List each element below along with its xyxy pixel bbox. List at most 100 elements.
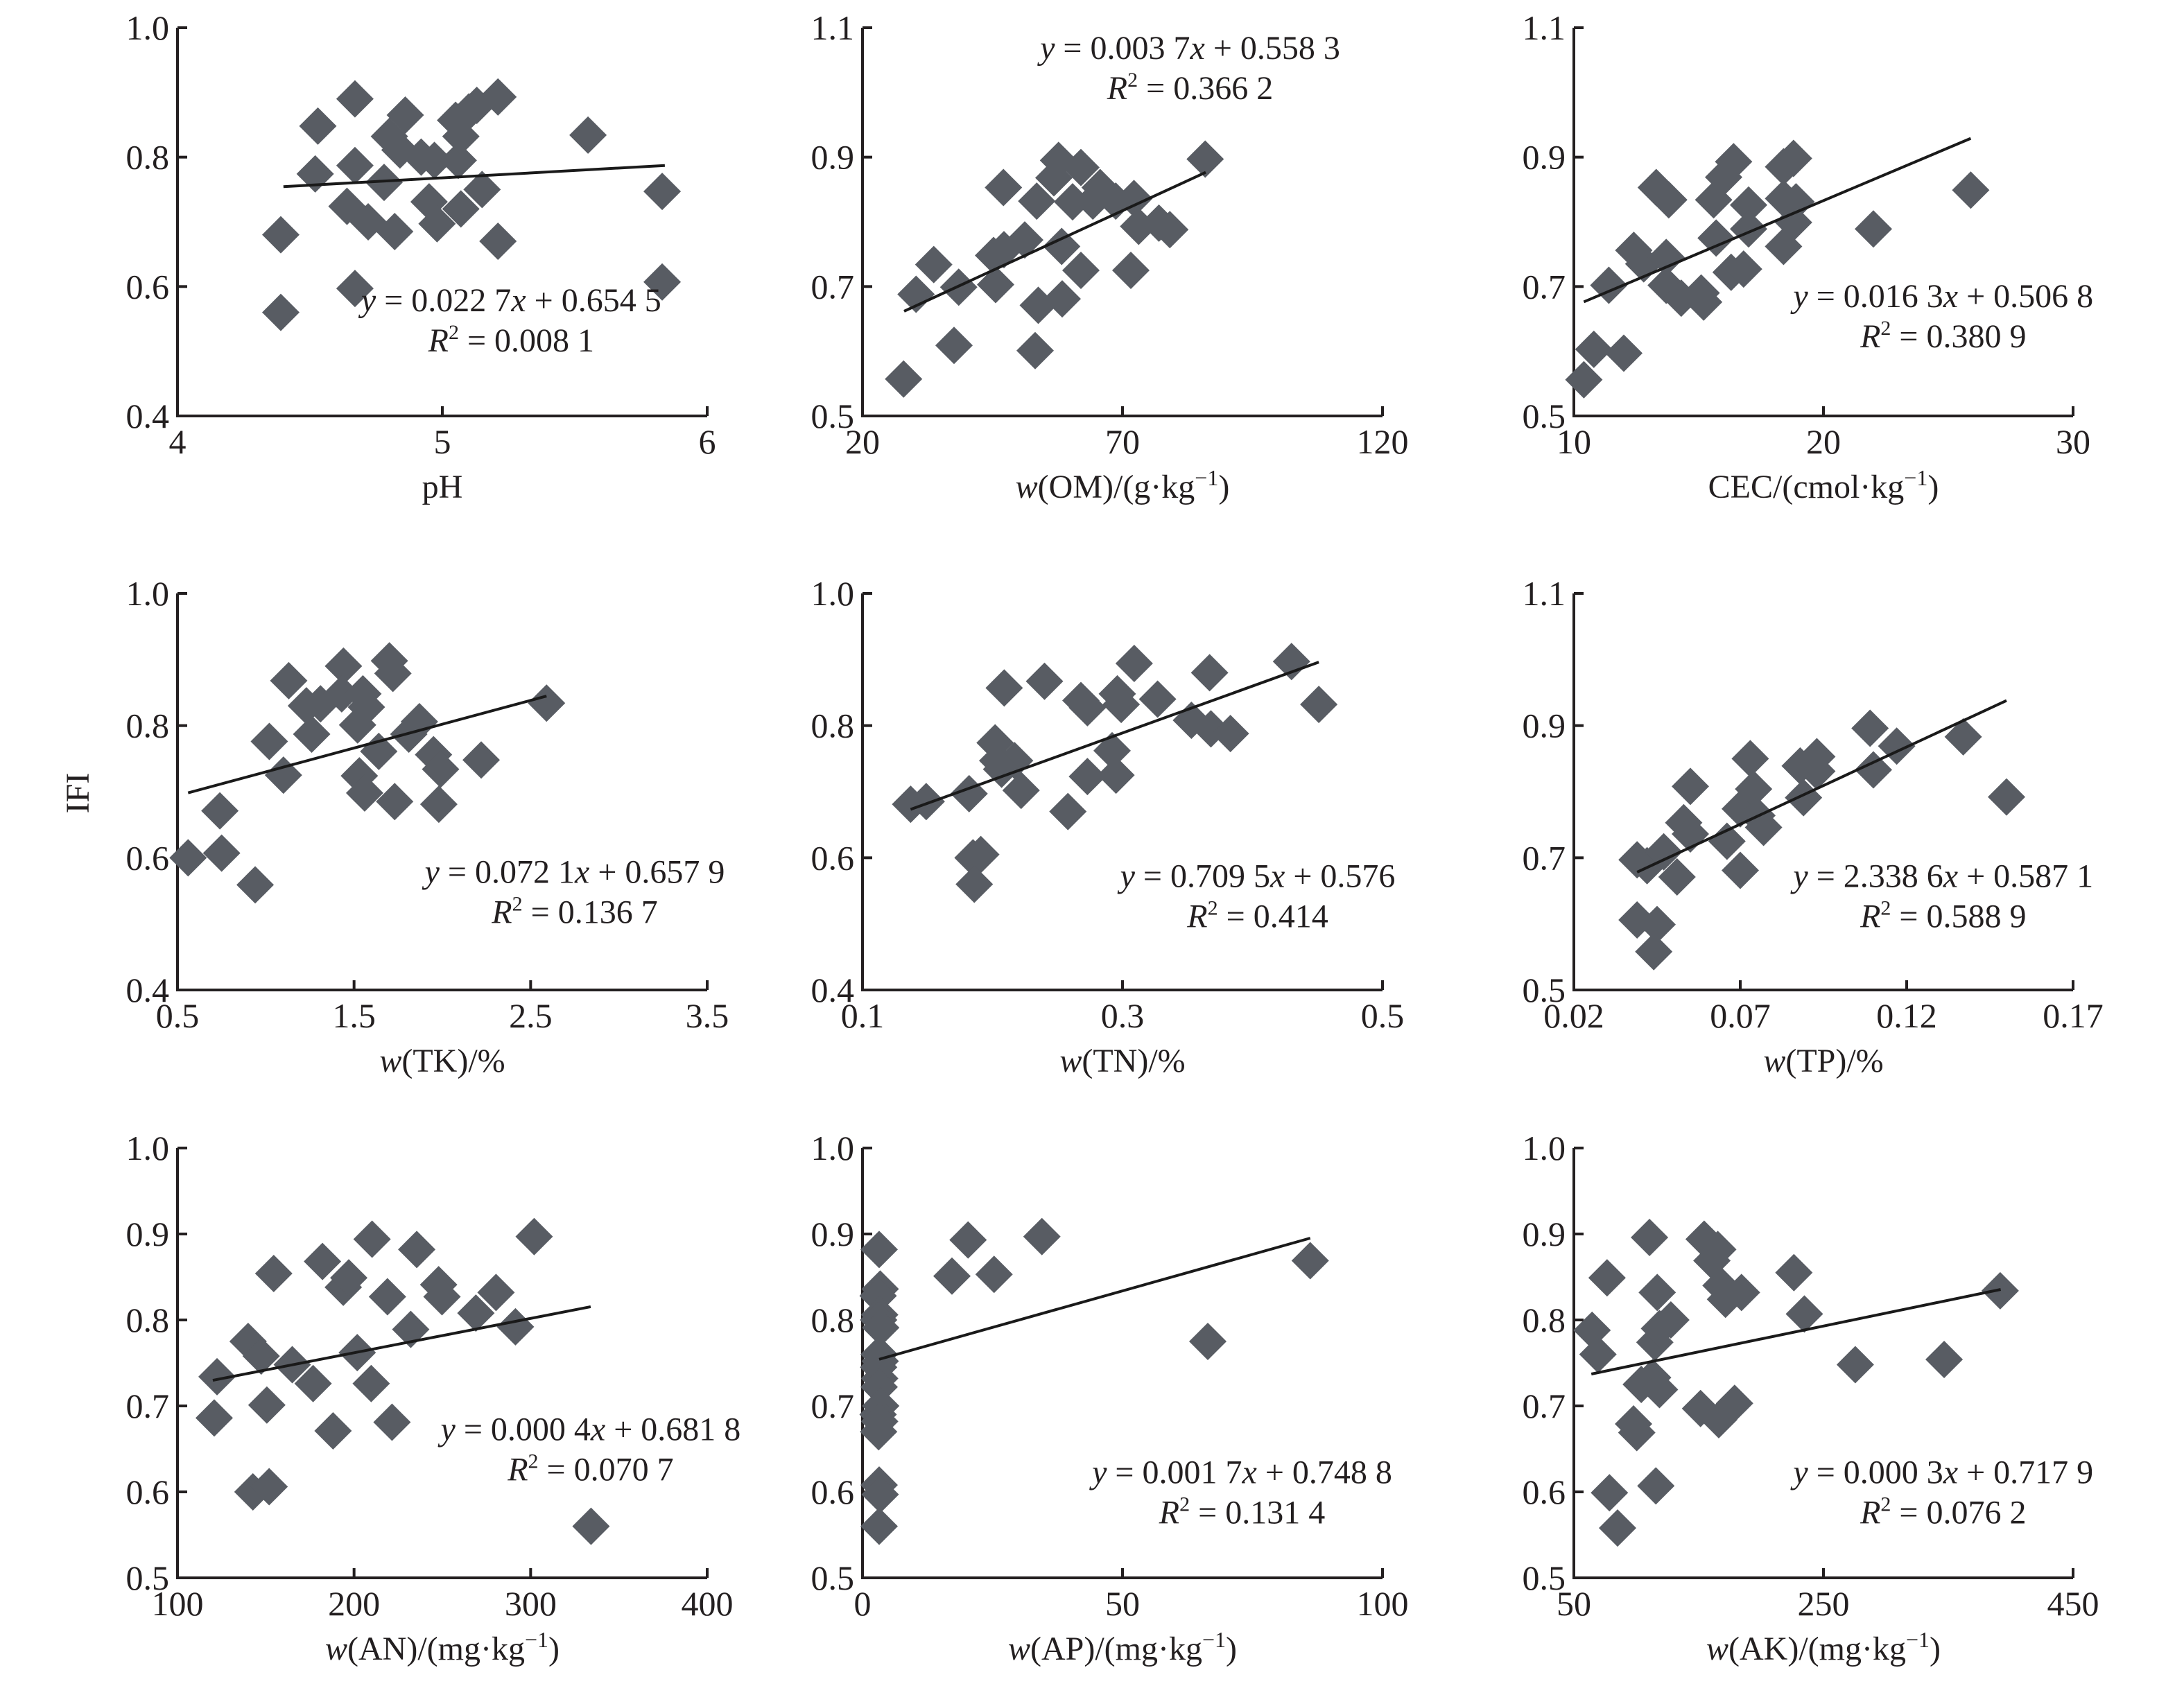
- data-point: [1855, 210, 1892, 248]
- data-point: [860, 1413, 898, 1451]
- data-point: [1190, 654, 1229, 692]
- data-point: [1730, 186, 1767, 224]
- data-point: [360, 732, 398, 770]
- data-point: [463, 171, 501, 209]
- panel-cec: 0.5 0.7 0.9 1.1 10 20 30 CEC/(cmol·kg−1) y = 0.0…: [1523, 8, 2094, 505]
- data-point: [400, 702, 438, 740]
- data-point: [422, 750, 460, 788]
- x-tick-label: 0.12: [1876, 996, 1937, 1035]
- data-point: [515, 1217, 553, 1255]
- data-point: [1672, 767, 1709, 806]
- x-tick-label: 0.5: [1361, 996, 1405, 1035]
- data-point: [202, 834, 241, 872]
- x-axis-label-sup: −1: [1202, 1627, 1226, 1652]
- regression-equation: y = 0.000 4x + 0.681 8: [437, 1411, 741, 1448]
- x-axis-label-sup: −1: [525, 1627, 548, 1652]
- axis-frame: [1572, 28, 2073, 417]
- data-point: [236, 866, 275, 904]
- y-tick-label: 0.8: [811, 706, 855, 745]
- data-point: [1944, 718, 1982, 756]
- y-tick-label: 0.5: [1523, 397, 1566, 435]
- panel-tp: 0.5 0.7 0.9 1.1 0.02 0.07 0.12 0.17 w(TP)/% y = 2…: [1523, 574, 2104, 1079]
- data-point: [935, 327, 973, 365]
- data-point: [1658, 858, 1696, 896]
- trend-line: [910, 661, 1319, 811]
- x-tick-label: 0.02: [1543, 996, 1604, 1035]
- y-tick-label: 0.6: [811, 838, 855, 877]
- y-tick-label: 0.6: [126, 1472, 170, 1511]
- data-point: [1618, 1414, 1656, 1452]
- x-axis-label-tail: ): [1218, 469, 1229, 505]
- data-point: [1715, 1384, 1753, 1423]
- data-point: [496, 1307, 535, 1346]
- x-axis-label-main: pH: [422, 469, 463, 505]
- data-point: [985, 669, 1023, 707]
- data-point: [1925, 1341, 1964, 1379]
- x-tick-label: 300: [505, 1584, 557, 1623]
- panel-an: 0.5 0.6 0.7 0.8 0.9 1.0 100 200 300 400 w(AN)/(mg·…: [126, 1129, 741, 1667]
- y-tick-label: 0.5: [126, 1558, 170, 1597]
- data-point: [907, 783, 945, 821]
- x-tick-label: 0.17: [2043, 996, 2104, 1035]
- data-point: [1151, 211, 1189, 249]
- regression-equation: y = 0.709 5x + 0.576: [1117, 858, 1396, 894]
- data-point: [862, 1309, 900, 1347]
- data-point: [293, 715, 331, 754]
- x-tick-label: 200: [328, 1584, 380, 1623]
- data-point: [261, 216, 300, 254]
- x-axis-label: w(AK)/(mg·kg−1): [1706, 1627, 1941, 1667]
- y-tick-label: 0.8: [126, 138, 170, 177]
- data-point: [1062, 252, 1100, 289]
- data-point: [457, 1294, 495, 1332]
- data-point: [374, 654, 412, 693]
- r-squared: R2 = 0.136 7: [491, 893, 657, 931]
- data-point: [1715, 143, 1753, 181]
- data-point: [1638, 1274, 1676, 1312]
- trend-line: [1583, 137, 1972, 304]
- panel-ak: 0.5 0.6 0.7 0.8 0.9 1.0 50 250 450 w(AK)/(mg·kg−1…: [1523, 1129, 2099, 1667]
- data-point: [1855, 751, 1892, 789]
- data-point: [572, 1507, 610, 1545]
- x-tick-label: 20: [1806, 422, 1841, 461]
- panel-ap: 0.5 0.6 0.7 0.8 0.9 1.0 0 50 100 w(AP)/(mg·kg−1) y…: [811, 1129, 1409, 1667]
- trend-line: [1591, 1288, 2002, 1375]
- data-point: [353, 1220, 391, 1258]
- data-point: [1836, 1346, 1874, 1384]
- data-point: [955, 865, 994, 903]
- data-point: [1018, 182, 1056, 220]
- data-point: [1708, 822, 1746, 860]
- x-tick-label: 5: [434, 422, 451, 461]
- data-point: [1775, 1253, 1813, 1292]
- x-tick-label: 4: [169, 422, 187, 461]
- data-point: [1722, 851, 1759, 889]
- data-point: [1097, 756, 1135, 794]
- data-point: [1785, 779, 1823, 817]
- x-axis-label-var: w: [1016, 469, 1038, 505]
- x-axis-label-main: (AP)/(mg·kg: [1030, 1631, 1202, 1667]
- x-axis-label-var: w: [1763, 1043, 1785, 1079]
- y-tick-label: 0.4: [811, 971, 855, 1009]
- data-point: [1638, 905, 1676, 944]
- trend-line: [187, 695, 547, 794]
- data-point: [1023, 1217, 1061, 1255]
- data-point: [1575, 330, 1613, 368]
- x-axis-label: CEC/(cmol·kg−1): [1708, 465, 1939, 505]
- data-point: [345, 774, 383, 812]
- y-tick-label: 0.6: [126, 838, 170, 877]
- data-point: [254, 1255, 293, 1293]
- y-tick-label: 0.5: [811, 1558, 855, 1597]
- y-tick-label: 0.9: [126, 1215, 170, 1253]
- y-tick-label: 0.6: [126, 267, 170, 306]
- x-tick-label: 100: [1357, 1584, 1409, 1623]
- x-axis-label-main: (OM)/(g·kg: [1038, 469, 1195, 505]
- y-tick-label: 1.0: [126, 574, 170, 613]
- x-axis-label-var: w: [325, 1631, 347, 1667]
- y-tick-label: 0.5: [811, 397, 855, 435]
- x-tick-label: 100: [152, 1584, 204, 1623]
- panel-om: 0.5 0.7 0.9 1.1 20 70 120 w(OM)/(g·kg−1) y = 0.0…: [811, 8, 1409, 505]
- data-point: [1645, 833, 1683, 871]
- data-point: [1785, 1295, 1823, 1333]
- data-point: [949, 1221, 987, 1259]
- y-tick-label: 1.1: [1523, 8, 1566, 47]
